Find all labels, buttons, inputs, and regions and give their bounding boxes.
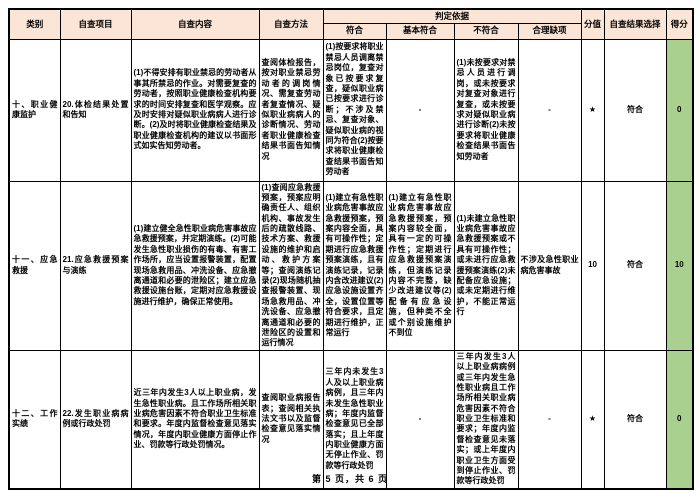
- header-result-select: 自查结果选择: [603, 8, 667, 40]
- cell-item: 22.发生职业病病例或行政处罚: [59, 349, 132, 490]
- cell-reasonable-missing: -: [517, 38, 582, 182]
- cell-reasonable-missing: -: [517, 349, 582, 490]
- cell-basic-conform: -: [385, 349, 455, 490]
- cell-nonconform: (1)未建立急性职业病危害事故应急救援预案或不具有可操作性；或未进行应急救援预案…: [453, 180, 519, 351]
- cell-category: 十一、应急救援: [8, 180, 61, 351]
- cell-conform: (1)建立有急性职业病危害事故应急救援预案，预案内容全面，具有可操作性；定期进行…: [322, 180, 387, 351]
- cell-basic-conform: (1)建立有急性职业病危害事故应急救援预案，预案内容较全面，具有一定的可操作性；…: [385, 180, 455, 351]
- cell-nonconform: (1)未按要求对禁忌人员进行调岗，或未按要求对复查对象进行复查，或未按要求对疑似…: [453, 38, 519, 182]
- page-footer: 第 5 页，共 6 页: [311, 474, 388, 484]
- header-score-value: 分值: [580, 8, 605, 40]
- header-nonconform: 不符合: [453, 22, 519, 40]
- cell-result-select[interactable]: 符合: [603, 180, 667, 351]
- cell-category: 十二、工作实绩: [8, 349, 61, 490]
- cell-score: 10: [665, 180, 694, 351]
- header-method: 自查方法: [258, 8, 324, 40]
- header-reasonable-missing: 合理缺项: [517, 22, 582, 40]
- cell-basic-conform: -: [385, 38, 455, 182]
- cell-category: 十、职业健康监护: [8, 38, 61, 182]
- table-row: 十、职业健康监护 20.体检结果处置和告知 (1)不得安排有职业禁忌的劳动者从事…: [8, 38, 694, 182]
- cell-content: 近三年内发生3人以上职业病，发生急性职业病。且工作场所相关职业病危害因素不符合职…: [130, 349, 260, 490]
- cell-nonconform: 三年内发生3人以上职业病病例或三年内发生急性职业病且工作场所相关职业病危害因素不…: [453, 349, 519, 490]
- cell-result-select[interactable]: 符合: [603, 38, 667, 182]
- header-item: 自查项目: [59, 8, 132, 40]
- header-judgment-basis: 判定依据: [322, 8, 582, 24]
- header-score: 得分: [665, 8, 694, 40]
- cell-conform: (1)按要求将职业禁忌人员调离禁忌岗位，复查对象已按要求复查，疑似职业病已按要求…: [322, 38, 387, 182]
- cell-score: 0: [665, 38, 694, 182]
- cell-score-value: ★: [580, 38, 605, 182]
- cell-reasonable-missing: 不涉及急性职业病危害事故: [517, 180, 582, 351]
- cell-conform: 三年内未发生3人及以上职业病病例，且三年内未发生急性职业病；年度内监督检查意见已…: [322, 349, 387, 490]
- cell-score-value: 10: [580, 180, 605, 351]
- header-row-1: 类别 自查项目 自查内容 自查方法 判定依据 分值 自查结果选择 得分: [8, 8, 694, 40]
- header-category: 类别: [8, 8, 61, 40]
- header-content: 自查内容: [130, 8, 260, 40]
- table-row: 十二、工作实绩 22.发生职业病病例或行政处罚 近三年内发生3人以上职业病，发生…: [8, 349, 694, 490]
- cell-method: 查阅职业病报告表；查阅相关执法文书以及监督检查意见落实情况: [258, 349, 324, 490]
- cell-content: (1)建立健全急性职业病危害事故应急救援预案，并定期演练。(2)可能发生急性职业…: [130, 180, 260, 351]
- cell-method: (1)查阅应急救援预案，预案应明确责任人、组织机构、事故发生后的疏散线路、技术方…: [258, 180, 324, 351]
- table-row: 十一、应急救援 21.应急救援预案与演练 (1)建立健全急性职业病危害事故应急救…: [8, 180, 694, 351]
- cell-score: 0: [665, 349, 694, 490]
- header-conform: 符合: [322, 22, 387, 40]
- cell-item: 21.应急救援预案与演练: [59, 180, 132, 351]
- cell-result-select[interactable]: 符合: [603, 349, 667, 490]
- cell-content: (1)不得安排有职业禁忌的劳动者从事其所禁忌的作业。对需要复查的劳动者，按照职业…: [130, 38, 260, 182]
- header-basic-conform: 基本符合: [385, 22, 455, 40]
- cell-method: 查阅体检报告，按对职业禁忌劳动者的调岗情况、需复查劳动者复查情况、疑似职业病病人…: [258, 38, 324, 182]
- cell-item: 20.体检结果处置和告知: [59, 38, 132, 182]
- cell-score-value: ★: [580, 349, 605, 490]
- self-inspection-table: 类别 自查项目 自查内容 自查方法 判定依据 分值 自查结果选择 得分 符合 基…: [8, 8, 695, 490]
